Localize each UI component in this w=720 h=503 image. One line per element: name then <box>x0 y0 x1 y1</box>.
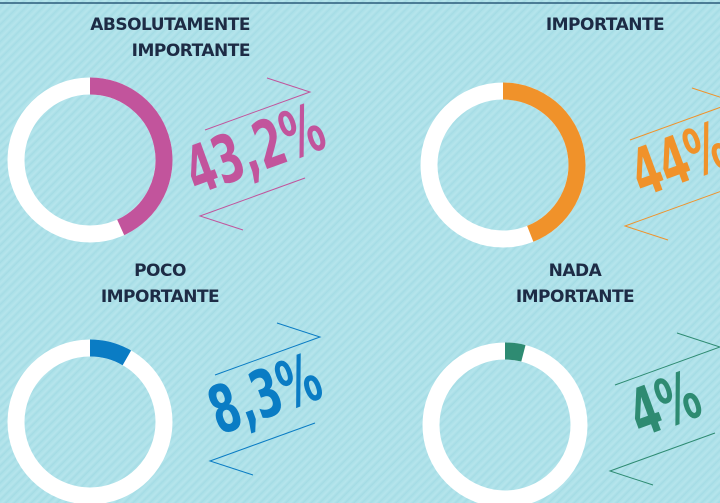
value-label: 4% <box>619 356 711 452</box>
decor-line <box>623 191 720 241</box>
value-label-group: 44% <box>621 106 720 212</box>
donut-segment <box>89 77 173 236</box>
decor-line <box>629 87 720 141</box>
decor-line <box>608 432 716 486</box>
value-label-group: 4% <box>619 356 711 452</box>
decor-line <box>214 322 322 376</box>
value-label: 8,3% <box>198 339 331 450</box>
decor-line <box>204 77 312 131</box>
decor-line <box>614 332 720 386</box>
donut-track <box>7 339 173 503</box>
donut-title: POCO IMPORTANTE <box>100 261 220 307</box>
value-label-group: 43,2% <box>175 89 335 210</box>
donut-segment <box>89 339 132 366</box>
value-label: 43,2% <box>175 89 335 210</box>
value-label-group: 8,3% <box>198 339 331 450</box>
donut-track <box>422 342 588 503</box>
donut-title: IMPORTANTE <box>545 15 665 35</box>
donut-title: NADA IMPORTANTE <box>515 261 635 307</box>
donut-title: ABSOLUTAMENTE IMPORTANTE <box>90 15 250 61</box>
donut-segment <box>502 82 586 242</box>
decor-line <box>198 177 306 231</box>
value-label: 44% <box>621 106 720 212</box>
decor-line <box>208 422 316 476</box>
donut-segment <box>504 342 526 362</box>
